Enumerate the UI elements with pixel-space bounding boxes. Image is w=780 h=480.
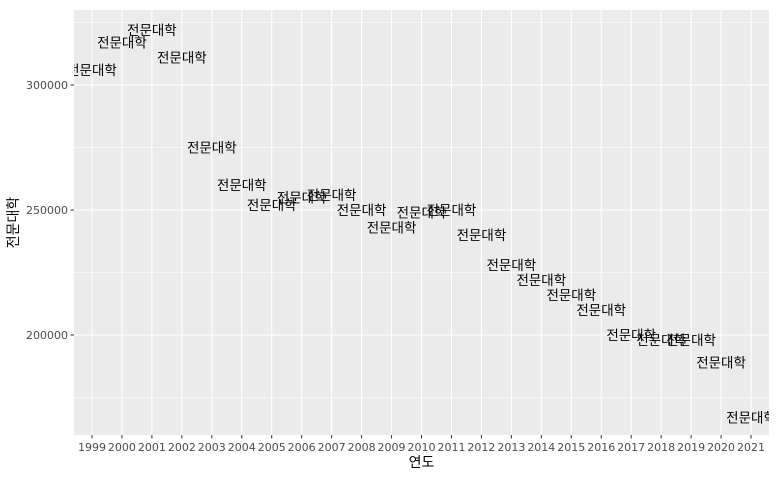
y-axis-title: 전문대학 xyxy=(6,197,22,249)
point-label-2002: 전문대학 xyxy=(157,51,207,67)
x-tick-label: 2008 xyxy=(348,441,376,454)
x-tick-label: 2000 xyxy=(108,441,136,454)
point-label-2017: 전문대학 xyxy=(606,328,656,344)
x-tick-label: 2001 xyxy=(138,441,166,454)
x-tick-label: 2003 xyxy=(198,441,226,454)
point-label-2016: 전문대학 xyxy=(576,303,626,319)
x-axis-ticks: 1999 2000 2001 2002 2003 2004 2005 2006 2007 2008… xyxy=(78,435,765,454)
point-label-2015: 전문대학 xyxy=(546,288,596,304)
major-gridlines xyxy=(74,10,769,435)
point-label-1999: 전문대학 xyxy=(67,63,117,79)
x-tick-label: 2016 xyxy=(587,441,615,454)
x-tick-label: 1999 xyxy=(78,441,106,454)
point-label-2005: 전문대학 xyxy=(247,198,297,214)
y-tick-label: 300000 xyxy=(26,79,68,92)
point-label-2004: 전문대학 xyxy=(217,178,267,194)
point-label-2010: 전문대학 xyxy=(397,206,447,222)
x-tick-label: 2002 xyxy=(168,441,196,454)
point-label-2009: 전문대학 xyxy=(367,221,417,237)
y-tick-label: 250000 xyxy=(26,204,68,217)
point-label-2006: 전문대학 xyxy=(277,191,327,207)
x-tick-label: 2021 xyxy=(737,441,765,454)
x-tick-label: 2015 xyxy=(557,441,585,454)
y-tick-label: 200000 xyxy=(26,329,68,342)
x-tick-label: 2018 xyxy=(647,441,675,454)
x-tick-label: 2019 xyxy=(677,441,705,454)
point-label-2012: 전문대학 xyxy=(457,228,507,244)
x-tick-label: 2007 xyxy=(318,441,346,454)
point-label-2021: 전문대학 xyxy=(726,411,776,427)
x-tick-label: 2020 xyxy=(707,441,735,454)
point-label-2001: 전문대학 xyxy=(127,23,177,39)
point-label-2000: 전문대학 xyxy=(97,36,147,52)
point-label-2018: 전문대학 xyxy=(636,333,686,349)
x-tick-label: 2011 xyxy=(437,441,465,454)
point-label-2013: 전문대학 xyxy=(487,258,537,274)
point-label-2008: 전문대학 xyxy=(337,203,387,219)
point-label-2007: 전문대학 xyxy=(307,188,357,204)
point-label-2019: 전문대학 xyxy=(666,333,716,349)
x-tick-label: 2006 xyxy=(288,441,316,454)
x-axis-title: 연도 xyxy=(409,455,435,471)
point-label-2020: 전문대학 xyxy=(696,356,746,372)
x-tick-label: 2012 xyxy=(467,441,495,454)
x-tick-label: 2005 xyxy=(258,441,286,454)
point-label-2014: 전문대학 xyxy=(516,273,566,289)
point-labels: 전문대학전문대학전문대학전문대학전문대학전문대학전문대학전문대학전문대학전문대학… xyxy=(67,23,776,427)
x-tick-label: 2017 xyxy=(617,441,645,454)
x-tick-label: 2004 xyxy=(228,441,256,454)
x-tick-label: 2010 xyxy=(408,441,436,454)
point-label-2011: 전문대학 xyxy=(427,203,477,219)
x-tick-label: 2009 xyxy=(378,441,406,454)
x-tick-label: 2014 xyxy=(527,441,555,454)
y-axis-ticks: 200000 250000 300000 xyxy=(26,79,74,342)
point-label-2003: 전문대학 xyxy=(187,141,237,157)
x-tick-label: 2013 xyxy=(497,441,525,454)
